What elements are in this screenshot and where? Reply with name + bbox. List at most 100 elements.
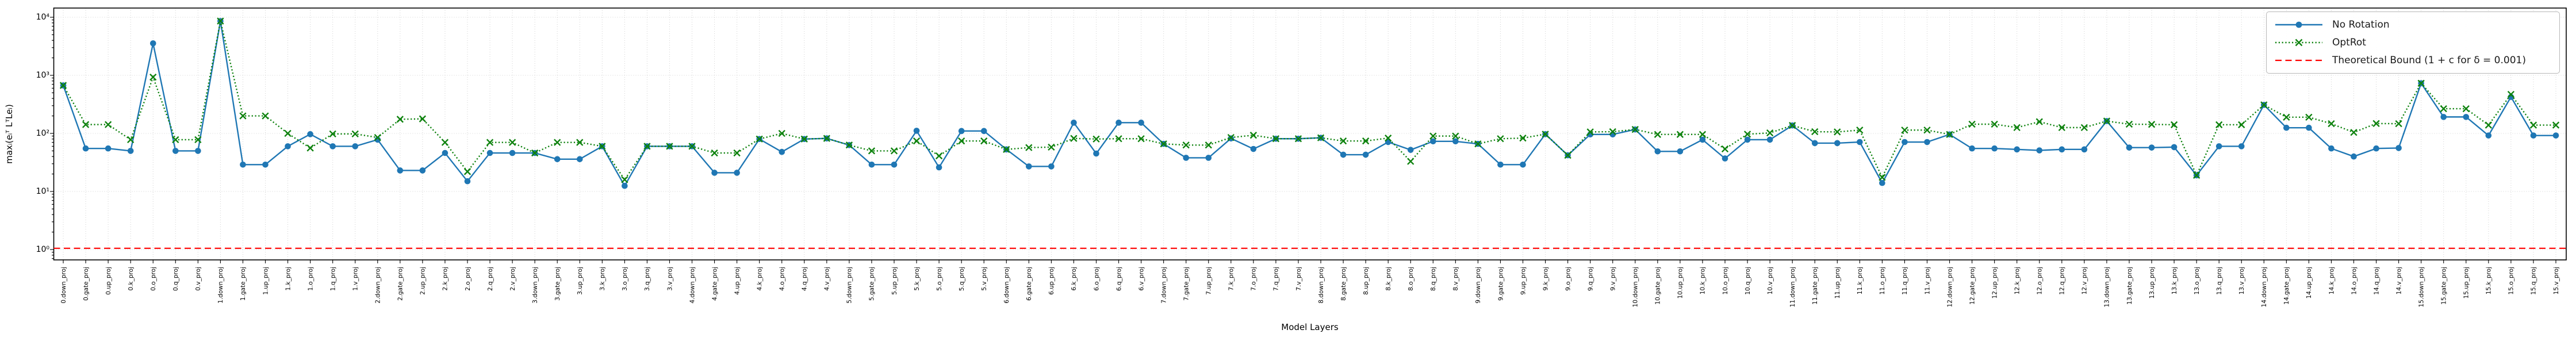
svg-text:7.q_proj: 7.q_proj	[1273, 267, 1280, 291]
svg-text:4.k_proj: 4.k_proj	[756, 267, 763, 290]
svg-text:4.v_proj: 4.v_proj	[824, 267, 831, 291]
svg-text:0.down_proj: 0.down_proj	[60, 267, 67, 304]
svg-text:9.q_proj: 9.q_proj	[1587, 267, 1594, 291]
svg-text:7.gate_proj: 7.gate_proj	[1183, 267, 1190, 301]
svg-text:6.gate_proj: 6.gate_proj	[1026, 267, 1033, 301]
svg-text:8.v_proj: 8.v_proj	[1452, 267, 1459, 291]
grid	[53, 8, 2566, 260]
no-rotation-series	[60, 18, 2559, 189]
y-tick-label-1e3: 10³	[36, 71, 49, 80]
svg-text:11.o_proj: 11.o_proj	[1879, 267, 1886, 294]
svg-text:6.v_proj: 6.v_proj	[1138, 267, 1145, 291]
svg-text:6.o_proj: 6.o_proj	[1093, 267, 1100, 291]
svg-text:13.v_proj: 13.v_proj	[2238, 267, 2245, 294]
svg-text:7.o_proj: 7.o_proj	[1251, 267, 1258, 291]
legend-label-theoretical-bound: Theoretical Bound (1 + c for δ = 0.001)	[2332, 55, 2526, 67]
legend-row-no-rotation: No Rotation	[2274, 16, 2554, 33]
svg-text:1.o_proj: 1.o_proj	[307, 267, 314, 291]
svg-text:6.k_proj: 6.k_proj	[1071, 267, 1078, 290]
svg-text:4.down_proj: 4.down_proj	[689, 267, 696, 304]
svg-text:13.down_proj: 13.down_proj	[2104, 267, 2111, 307]
svg-text:9.v_proj: 9.v_proj	[1610, 267, 1617, 291]
svg-text:4.gate_proj: 4.gate_proj	[711, 267, 718, 301]
svg-text:5.down_proj: 5.down_proj	[846, 267, 853, 304]
x-axis-label: Model Layers	[1281, 322, 1339, 332]
svg-text:10.k_proj: 10.k_proj	[1700, 267, 1707, 294]
svg-text:5.o_proj: 5.o_proj	[936, 267, 943, 291]
svg-text:0.gate_proj: 0.gate_proj	[83, 267, 90, 301]
svg-text:8.gate_proj: 8.gate_proj	[1340, 267, 1347, 301]
svg-text:5.k_proj: 5.k_proj	[914, 267, 921, 290]
svg-text:11.down_proj: 11.down_proj	[1789, 267, 1796, 307]
svg-text:11.k_proj: 11.k_proj	[1857, 267, 1864, 294]
svg-text:12.o_proj: 12.o_proj	[2037, 267, 2044, 294]
svg-text:8.down_proj: 8.down_proj	[1318, 267, 1325, 304]
svg-text:7.k_proj: 7.k_proj	[1228, 267, 1235, 290]
svg-text:12.down_proj: 12.down_proj	[1946, 267, 1953, 307]
svg-text:9.gate_proj: 9.gate_proj	[1497, 267, 1504, 301]
theoretical-bound-line-sample-icon	[2275, 60, 2322, 62]
legend-row-theoretical-bound: Theoretical Bound (1 + c for δ = 0.001)	[2274, 52, 2554, 70]
svg-text:14.up_proj: 14.up_proj	[2306, 267, 2313, 298]
svg-text:3.v_proj: 3.v_proj	[666, 267, 673, 291]
svg-text:13.k_proj: 13.k_proj	[2171, 267, 2178, 294]
svg-text:15.down_proj: 15.down_proj	[2418, 267, 2425, 307]
svg-text:4.up_proj: 4.up_proj	[734, 267, 741, 295]
svg-text:12.q_proj: 12.q_proj	[2059, 267, 2066, 295]
axis-ticks	[50, 17, 2556, 263]
svg-text:12.up_proj: 12.up_proj	[1991, 267, 1998, 298]
svg-text:8.o_proj: 8.o_proj	[1408, 267, 1414, 291]
svg-text:2.q_proj: 2.q_proj	[487, 267, 494, 291]
svg-text:1.v_proj: 1.v_proj	[352, 267, 359, 291]
y-tick-label-1e0: 10⁰	[36, 245, 49, 254]
svg-text:2.v_proj: 2.v_proj	[509, 267, 516, 291]
svg-text:3.gate_proj: 3.gate_proj	[554, 267, 561, 301]
svg-text:5.up_proj: 5.up_proj	[891, 267, 898, 295]
no-rotation-line-sample-icon	[2275, 21, 2322, 28]
svg-text:3.q_proj: 3.q_proj	[644, 267, 651, 291]
svg-text:3.up_proj: 3.up_proj	[577, 267, 584, 295]
svg-text:0.q_proj: 0.q_proj	[172, 267, 179, 291]
legend: No Rotation OptRot Theoretical Bound (1 …	[2266, 12, 2560, 74]
svg-text:6.q_proj: 6.q_proj	[1116, 267, 1122, 291]
svg-text:4.o_proj: 4.o_proj	[779, 267, 786, 291]
svg-text:2.down_proj: 2.down_proj	[375, 267, 382, 304]
svg-text:10.up_proj: 10.up_proj	[1677, 267, 1684, 298]
svg-text:9.o_proj: 9.o_proj	[1565, 267, 1571, 291]
svg-text:10.down_proj: 10.down_proj	[1632, 267, 1639, 307]
svg-text:11.q_proj: 11.q_proj	[1902, 267, 1908, 295]
y-tick-label-1e1: 10¹	[36, 187, 49, 196]
svg-text:5.v_proj: 5.v_proj	[981, 267, 988, 291]
svg-text:12.gate_proj: 12.gate_proj	[1969, 267, 1976, 305]
svg-text:13.q_proj: 13.q_proj	[2216, 267, 2223, 295]
svg-text:8.up_proj: 8.up_proj	[1363, 267, 1370, 295]
plot-border	[53, 7, 2567, 260]
svg-text:10.gate_proj: 10.gate_proj	[1655, 267, 1662, 305]
svg-text:14.q_proj: 14.q_proj	[2373, 267, 2380, 295]
svg-text:9.down_proj: 9.down_proj	[1475, 267, 1482, 304]
svg-text:15.gate_proj: 15.gate_proj	[2441, 267, 2448, 305]
svg-text:0.up_proj: 0.up_proj	[105, 267, 112, 295]
svg-text:1.up_proj: 1.up_proj	[262, 267, 269, 295]
y-tick-label-1e4: 10⁴	[36, 13, 49, 22]
svg-text:5.gate_proj: 5.gate_proj	[869, 267, 876, 301]
svg-text:4.q_proj: 4.q_proj	[802, 267, 808, 291]
svg-text:15.v_proj: 15.v_proj	[2553, 267, 2560, 294]
legend-label-no-rotation: No Rotation	[2332, 18, 2390, 30]
svg-text:10.q_proj: 10.q_proj	[1745, 267, 1751, 295]
svg-text:13.o_proj: 13.o_proj	[2194, 267, 2201, 294]
svg-text:1.gate_proj: 1.gate_proj	[240, 267, 247, 301]
svg-text:12.k_proj: 12.k_proj	[2014, 267, 2021, 294]
svg-text:7.up_proj: 7.up_proj	[1206, 267, 1213, 295]
svg-text:9.k_proj: 9.k_proj	[1542, 267, 1549, 290]
svg-text:15.up_proj: 15.up_proj	[2463, 267, 2470, 298]
svg-text:2.o_proj: 2.o_proj	[465, 267, 471, 291]
svg-text:3.k_proj: 3.k_proj	[599, 267, 606, 290]
svg-text:6.down_proj: 6.down_proj	[1003, 267, 1010, 304]
optrot-line-sample-icon	[2275, 39, 2322, 47]
svg-text:9.up_proj: 9.up_proj	[1520, 267, 1527, 295]
svg-text:8.q_proj: 8.q_proj	[1430, 267, 1437, 291]
svg-text:7.down_proj: 7.down_proj	[1160, 267, 1167, 304]
